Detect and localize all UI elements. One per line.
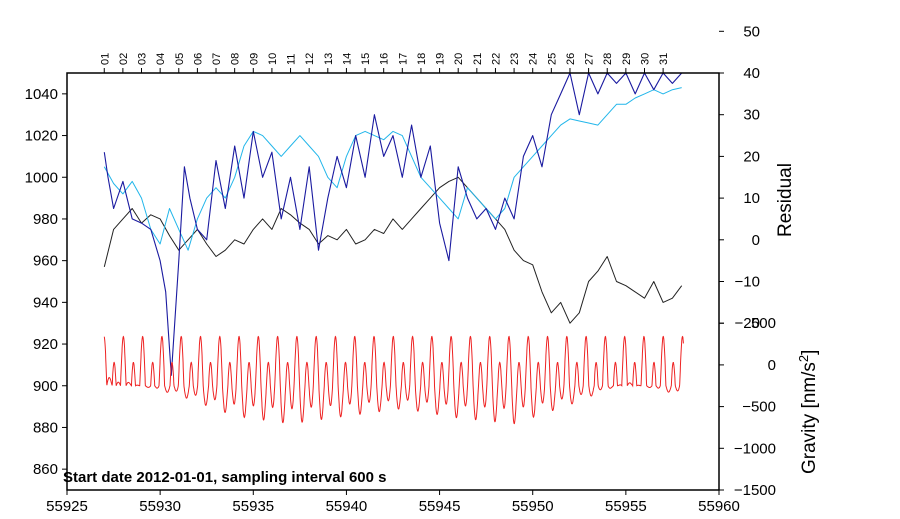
residual-tick-label: 40	[743, 65, 760, 82]
top-day-label: 26	[565, 53, 577, 65]
left-tick-label: 1000	[25, 169, 58, 186]
top-day-label: 21	[472, 53, 484, 65]
x-tick-label: 55940	[326, 498, 368, 515]
top-day-label: 17	[397, 53, 409, 65]
top-axis-ticks: 01 02 03 04 05 06 07 08 09 10 11 12 13 14 15 16 17 18 19 20…	[99, 53, 670, 73]
top-day-label: 28	[602, 53, 614, 65]
x-tick-label: 55960	[698, 498, 740, 515]
top-day-label: 06	[192, 53, 204, 65]
left-tick-label: 1020	[25, 128, 58, 145]
series-red	[103, 335, 684, 425]
x-axis-ticks: 55925 55930 55935 55940 55945 55950 55955 55960	[46, 490, 740, 515]
series-black	[103, 176, 683, 324]
top-day-label: 22	[490, 53, 502, 65]
top-day-label: 13	[323, 53, 335, 65]
gravity-tick-label: −1500	[734, 482, 776, 499]
x-tick-label: 55925	[46, 498, 88, 515]
top-day-label: 24	[528, 53, 540, 65]
top-day-label: 04	[155, 53, 167, 65]
gravity-tick-label: −500	[742, 399, 776, 416]
top-day-label: 14	[341, 53, 353, 65]
gravity-axis-title: Gravity [nm/s2]	[796, 350, 820, 474]
top-day-label: 07	[211, 53, 223, 65]
top-day-label: 31	[658, 53, 670, 65]
plot-lines	[103, 72, 684, 425]
top-day-label: 01	[99, 53, 111, 65]
left-tick-label: 860	[33, 461, 58, 478]
x-tick-label: 55950	[512, 498, 554, 515]
x-tick-label: 55955	[605, 498, 647, 515]
top-day-label: 15	[360, 53, 372, 65]
left-tick-label: 960	[33, 253, 58, 270]
series-light-blue	[103, 87, 682, 251]
gravity-tick-label: 0	[768, 357, 776, 374]
left-tick-label: 880	[33, 419, 58, 436]
residual-tick-label: 20	[743, 148, 760, 165]
left-tick-label: 920	[33, 336, 58, 353]
top-day-label: 11	[286, 54, 298, 65]
series-dark-blue	[103, 72, 683, 376]
top-day-label: 29	[621, 53, 633, 65]
residual-tick-label: −20	[735, 315, 760, 332]
top-day-label: 16	[379, 53, 391, 65]
top-day-label: 18	[416, 53, 428, 65]
top-day-label: 23	[509, 53, 521, 65]
gravity-tick-label: −1000	[734, 440, 776, 457]
top-day-label: 19	[435, 53, 447, 65]
residual-tick-label: 0	[752, 232, 760, 249]
top-day-label: 03	[137, 53, 149, 65]
top-day-label: 25	[546, 53, 558, 65]
residual-tick-label: 30	[743, 107, 760, 124]
chart-annotation: Start date 2012-01-01, sampling interval…	[63, 469, 387, 486]
left-axis-ticks: 860 880 900 920 940 960 980 1000 1020 1040	[25, 86, 67, 478]
residual-tick-label: −10	[735, 274, 760, 291]
residual-tick-label: 10	[743, 190, 760, 207]
top-day-label: 27	[584, 53, 596, 65]
gravity-tick-label: 500	[751, 315, 776, 332]
left-tick-label: 900	[33, 378, 58, 395]
left-tick-label: 1040	[25, 86, 58, 103]
top-day-label: 10	[267, 53, 279, 65]
x-tick-label: 55935	[232, 498, 274, 515]
top-day-label: 09	[248, 53, 260, 65]
top-day-label: 05	[174, 53, 186, 65]
top-day-label: 30	[639, 53, 651, 65]
x-tick-label: 55945	[419, 498, 461, 515]
residual-axis-ticks: −20 −10 0 10 20 30 40 50	[719, 23, 760, 332]
left-tick-label: 980	[33, 211, 58, 228]
top-day-label: 08	[230, 53, 242, 65]
top-day-label: 02	[118, 53, 130, 65]
x-tick-label: 55930	[139, 498, 181, 515]
top-day-label: 12	[304, 53, 316, 65]
left-tick-label: 940	[33, 294, 58, 311]
residual-axis-title: Residual	[775, 163, 796, 237]
residual-tick-label: 50	[743, 23, 760, 40]
top-day-label: 20	[453, 53, 465, 65]
